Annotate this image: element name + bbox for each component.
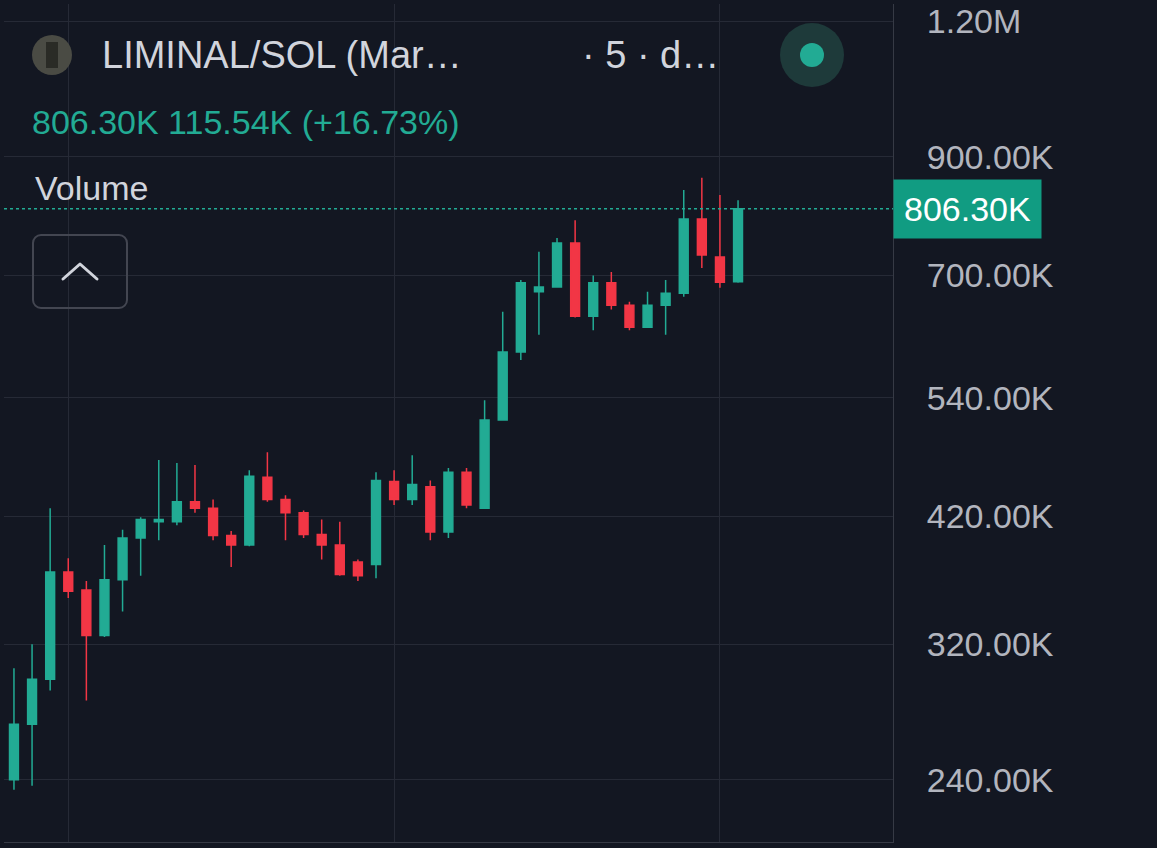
svg-text:320.00K: 320.00K xyxy=(927,625,1054,663)
svg-text:240.00K: 240.00K xyxy=(927,761,1054,799)
svg-text:1.20M: 1.20M xyxy=(927,2,1022,40)
svg-text:Volume: Volume xyxy=(35,169,148,207)
svg-text:· 5 · d…: · 5 · d… xyxy=(582,34,719,76)
svg-text:900.00K: 900.00K xyxy=(927,138,1054,176)
svg-text:700.00K: 700.00K xyxy=(927,256,1054,294)
svg-text:540.00K: 540.00K xyxy=(927,379,1054,417)
svg-text:420.00K: 420.00K xyxy=(927,497,1054,535)
svg-text:LIMINAL/SOL (Mar…: LIMINAL/SOL (Mar… xyxy=(102,34,462,76)
svg-text:806.30K: 806.30K xyxy=(904,190,1031,228)
svg-text:806.30K 115.54K (+16.73%): 806.30K 115.54K (+16.73%) xyxy=(32,103,460,141)
